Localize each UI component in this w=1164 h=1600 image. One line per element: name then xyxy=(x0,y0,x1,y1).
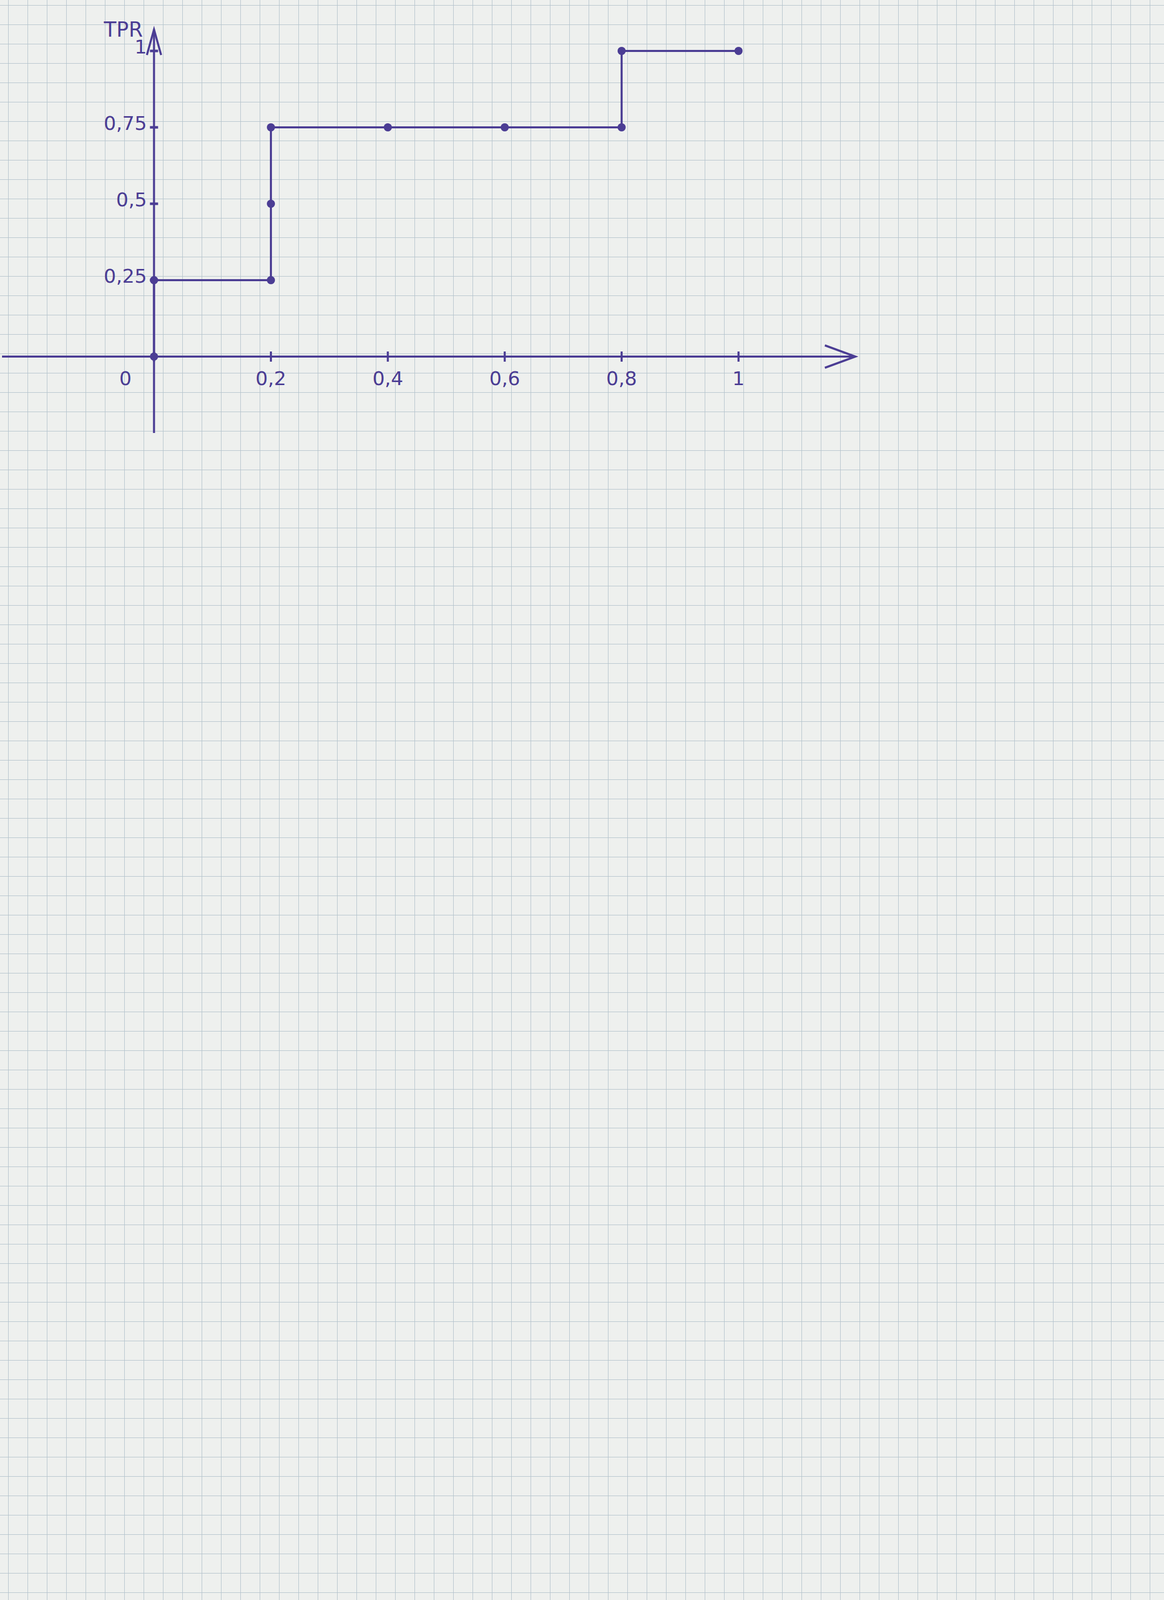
plot-area xyxy=(149,46,743,361)
x-tick xyxy=(737,351,740,362)
y-tick xyxy=(149,126,158,129)
y-tick xyxy=(149,49,158,53)
point xyxy=(149,275,158,285)
x-axis xyxy=(2,355,856,358)
point xyxy=(617,123,626,132)
x-tick-label: 0,6 xyxy=(489,367,520,390)
x-tick xyxy=(620,351,623,362)
x-tick-label: 0,8 xyxy=(606,367,637,390)
x-tick-label: 1 xyxy=(732,367,745,390)
x-tick-label: 0 xyxy=(119,367,132,390)
point xyxy=(734,46,743,55)
x-tick xyxy=(269,351,272,362)
x-tick-label: 0,2 xyxy=(255,367,287,390)
point xyxy=(149,352,158,361)
chart: 00,20,40,60,810,250,50,751TPR xyxy=(0,0,1164,1600)
roc-line xyxy=(153,50,739,357)
point xyxy=(266,199,275,208)
y-axis xyxy=(152,29,155,433)
x-tick xyxy=(503,351,506,362)
y-tick-label: 0,5 xyxy=(116,188,147,211)
point xyxy=(383,123,393,132)
y-tick xyxy=(149,202,158,206)
y-arrow xyxy=(146,29,161,55)
y-axis-label: TPR xyxy=(103,17,143,42)
point xyxy=(500,123,509,132)
point xyxy=(266,275,275,285)
x-tick-label: 0,4 xyxy=(372,367,403,390)
paper xyxy=(0,0,1164,1600)
x-tick xyxy=(386,351,390,362)
y-tick-label: 0,25 xyxy=(103,264,148,288)
x-arrow xyxy=(824,345,856,368)
y-tick-label: 0,75 xyxy=(103,112,148,135)
point xyxy=(266,123,275,132)
point xyxy=(617,46,626,55)
